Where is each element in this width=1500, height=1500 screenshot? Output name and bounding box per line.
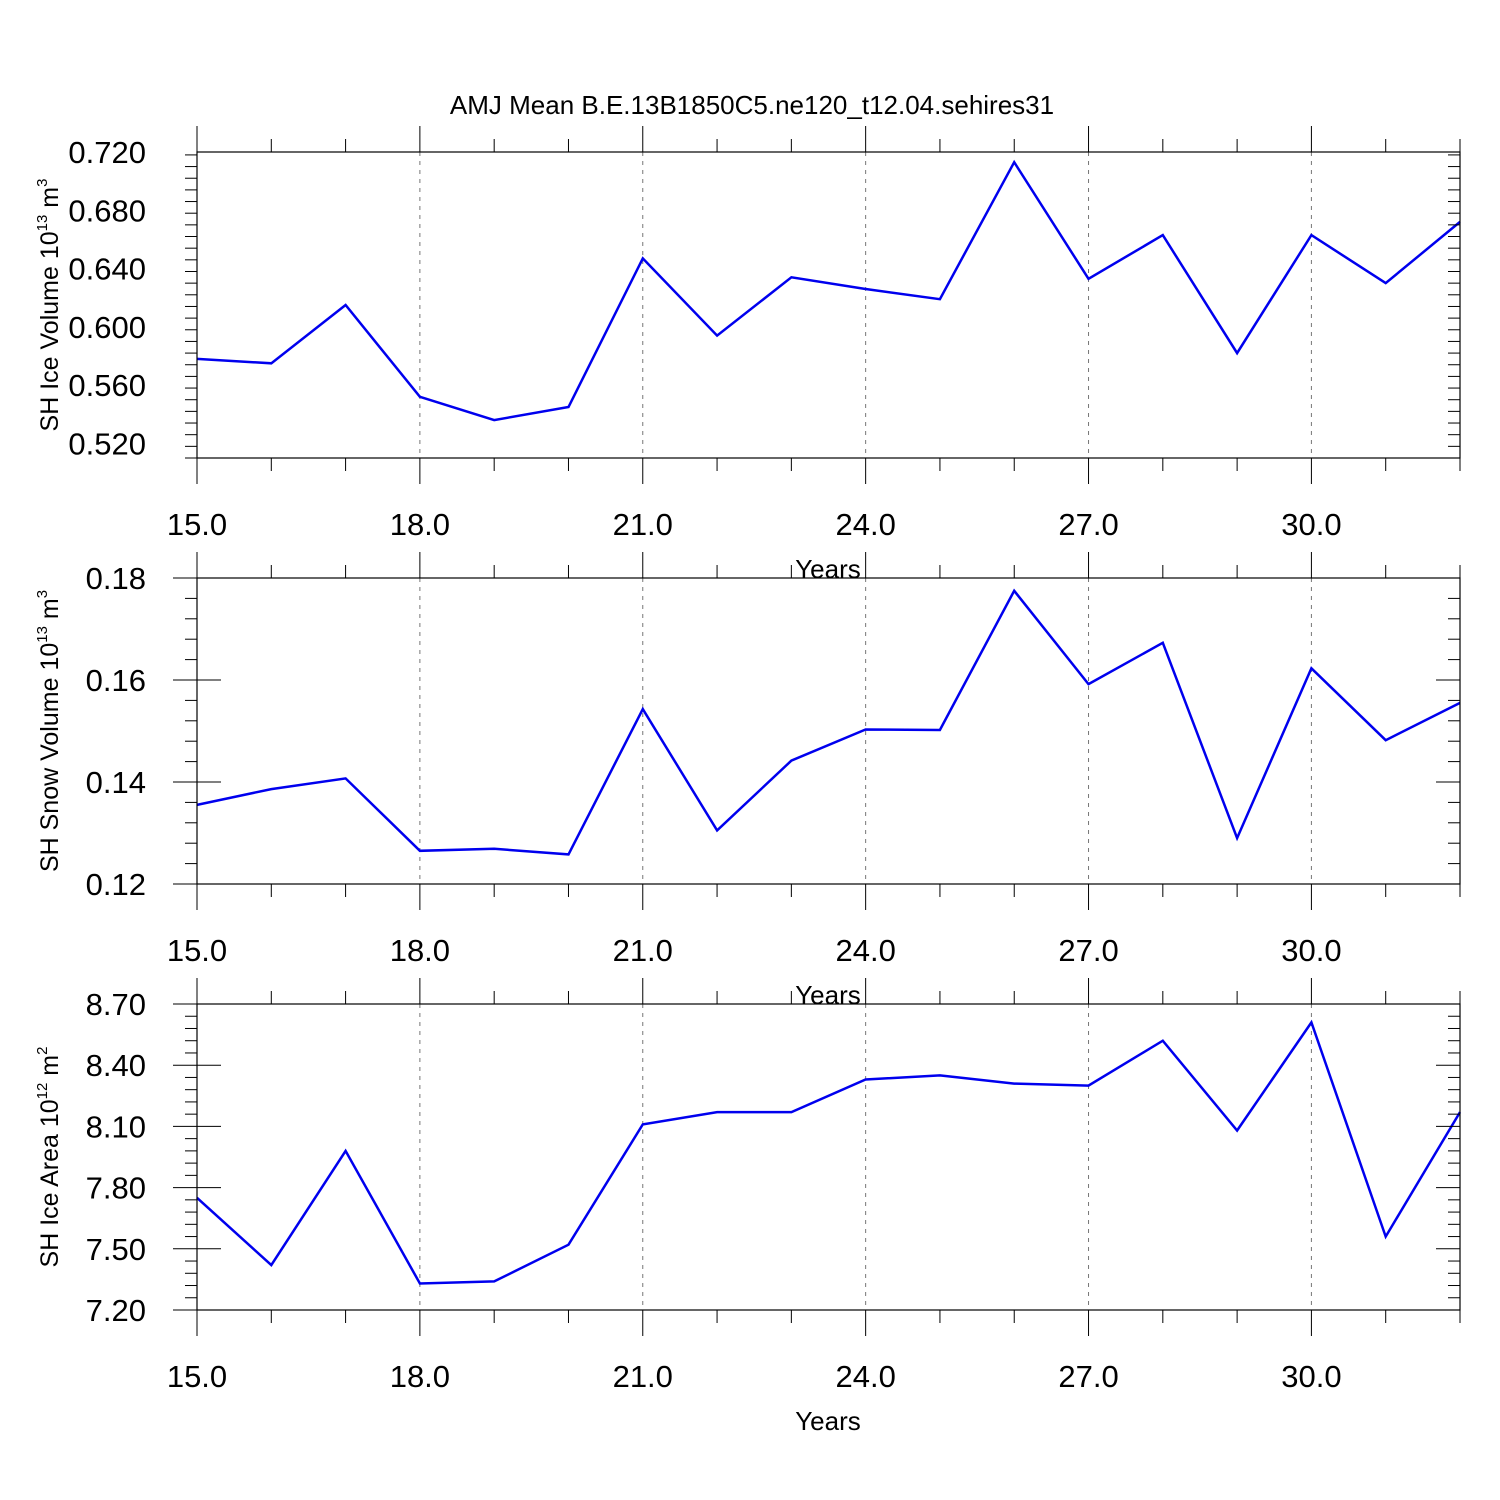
snow-volume-y-tick-label: 0.12 — [86, 867, 146, 902]
ice-volume-x-tick-label: 27.0 — [1058, 507, 1118, 542]
ice-volume-x-tick-label: 30.0 — [1281, 507, 1341, 542]
snow-volume-x-axis-label: Years — [795, 980, 861, 1010]
ice-area-x-tick-label: 21.0 — [613, 1359, 673, 1394]
panel-ice-area: 15.0 18.0 21.0 24.0 27.0 30.0 7.20 7.50 7.80 8.10… — [34, 978, 1462, 1436]
ice-area-y-tick-label: 7.80 — [86, 1171, 146, 1206]
ice-volume-y-tick-label: 0.560 — [68, 368, 146, 403]
ice-volume-y-axis-label: SH Ice Volume 1013 m3 — [34, 179, 64, 432]
snow-volume-x-tick-label: 18.0 — [390, 933, 450, 968]
snow-volume-x-tick-label: 21.0 — [613, 933, 673, 968]
ice-area-y-tick-label: 7.20 — [86, 1293, 146, 1328]
ice-area-y-tick-label: 8.40 — [86, 1048, 146, 1083]
snow-volume-y-axis-label: SH Snow Volume 1013 m3 — [34, 590, 64, 872]
snow-volume-x-tick-label: 27.0 — [1058, 933, 1118, 968]
ice-volume-series-line — [196, 159, 1461, 422]
ice-area-y-tick-label: 7.50 — [86, 1232, 146, 1267]
chart-title: AMJ Mean B.E.13B1850C5.ne120_t12.04.sehi… — [450, 90, 1054, 120]
ice-area-y-tick-label: 8.70 — [86, 987, 146, 1022]
snow-volume-y-tick-label: 0.14 — [86, 765, 146, 800]
snow-volume-series-line — [196, 588, 1461, 856]
ice-area-y-axis-label: SH Ice Area 1012 m2 — [34, 1047, 64, 1268]
ice-area-x-tick-label: 27.0 — [1058, 1359, 1118, 1394]
ice-area-series-line — [196, 1019, 1462, 1285]
snow-volume-x-tick-label: 24.0 — [835, 933, 895, 968]
snow-volume-y-tick-label: 0.18 — [86, 561, 146, 596]
panel-ice-volume: 15.0 18.0 21.0 24.0 27.0 30.0 0.520 0.560 0.600 0… — [34, 126, 1461, 584]
snow-volume-x-tick-label: 15.0 — [167, 933, 227, 968]
ice-area-x-tick-label: 24.0 — [835, 1359, 895, 1394]
ice-area-x-tick-label: 30.0 — [1281, 1359, 1341, 1394]
ice-volume-y-tick-label: 0.520 — [68, 426, 146, 461]
ice-area-x-tick-label: 18.0 — [390, 1359, 450, 1394]
panels: 15.0 18.0 21.0 24.0 27.0 30.0 0.520 0.560 0.600 0… — [34, 126, 1462, 1436]
ice-volume-x-tick-label: 18.0 — [390, 507, 450, 542]
snow-volume-x-tick-label: 30.0 — [1281, 933, 1341, 968]
ice-volume-y-tick-label: 0.720 — [68, 135, 146, 170]
snow-volume-plot-frame — [196, 577, 1461, 885]
ice-volume-x-tick-label: 24.0 — [835, 507, 895, 542]
ice-area-plot-frame — [196, 1003, 1461, 1311]
ice-volume-plot-frame — [196, 151, 1461, 459]
ice-volume-y-tick-label: 0.600 — [68, 310, 146, 345]
ice-volume-x-tick-label: 15.0 — [167, 507, 227, 542]
ice-area-x-axis-label: Years — [795, 1406, 861, 1436]
ice-volume-y-tick-label: 0.680 — [68, 193, 146, 228]
ice-area-y-tick-label: 8.10 — [86, 1109, 146, 1144]
panel-snow-volume: 15.0 18.0 21.0 24.0 27.0 30.0 0.12 0.14 0.16 0.18… — [34, 552, 1461, 1010]
ice-volume-x-axis-label: Years — [795, 554, 861, 584]
snow-volume-y-tick-label: 0.16 — [86, 663, 146, 698]
ice-volume-y-tick-label: 0.640 — [68, 252, 146, 287]
ice-volume-x-tick-label: 21.0 — [613, 507, 673, 542]
ice-area-x-tick-label: 15.0 — [167, 1359, 227, 1394]
